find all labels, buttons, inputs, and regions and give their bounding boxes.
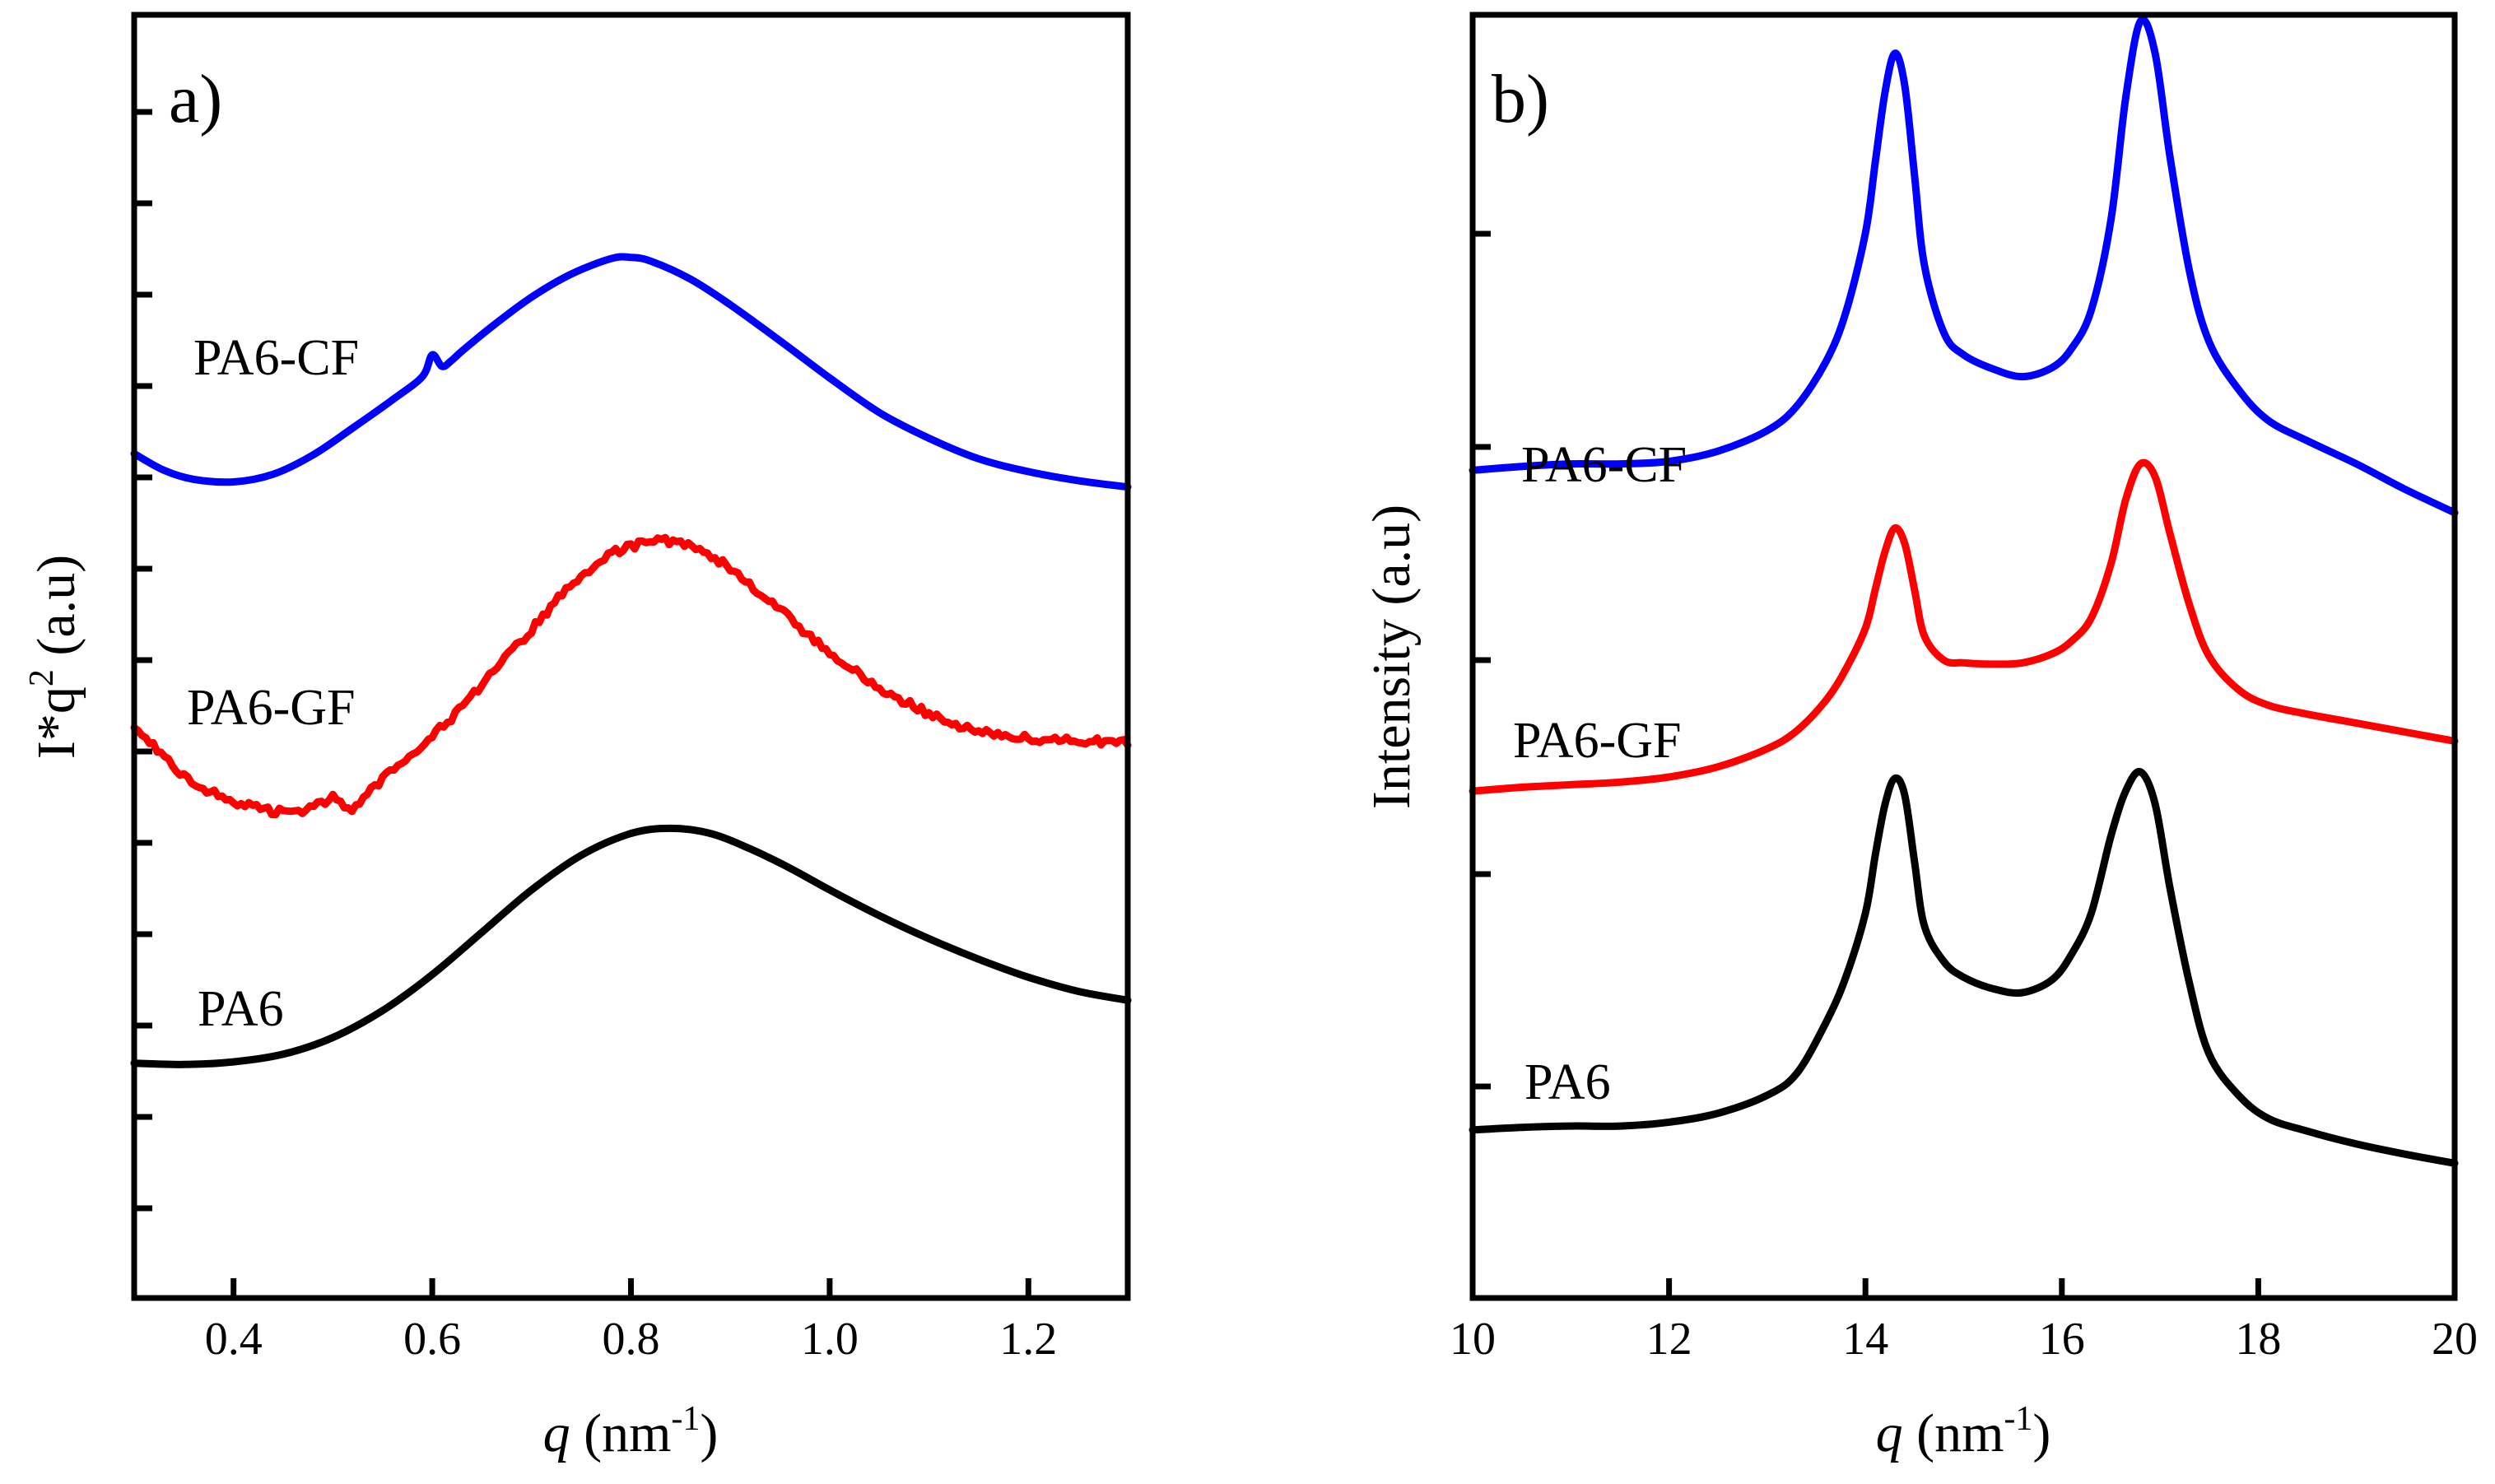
panel-b-x-ticks [1469, 1278, 2458, 1298]
panel-b-tag: b) [1492, 61, 1549, 137]
panel-a-x-axis-exp: -1 [671, 1400, 700, 1438]
panel-a-series-pa6-line [130, 824, 1132, 1068]
panel-b-x-axis-var: q [1876, 1403, 1903, 1463]
panel-b-series-pa6-line [1469, 768, 2459, 1167]
panel-b-plot-frame [1469, 12, 2458, 1301]
panel-a-label-pa6-gf: PA6-GF [187, 680, 355, 736]
panel-a-y-axis-main: I*q [26, 686, 86, 759]
panel-a-y-axis-unit: (a.u) [26, 555, 86, 669]
panel-a-x-tick-label: 1.2 [999, 1314, 1057, 1365]
panel-b-x-axis-label: q (nm-1) [1876, 1400, 2051, 1463]
panel-b-x-tick-label: 20 [2432, 1314, 2478, 1365]
panel-a-plot-frame [131, 12, 1131, 1301]
panel-a-label-pa6: PA6 [198, 981, 284, 1037]
panel-a-x-axis-close: ) [700, 1403, 718, 1463]
panel-b-x-tick-labels: 10 12 14 16 18 20 [1450, 1314, 2478, 1365]
panel-b-x-tick-label: 14 [1842, 1314, 1888, 1365]
panel-a-tag: a) [169, 61, 222, 137]
panel-b: 10 12 14 16 18 20 b) PA6-CF PA6-GF PA6 q… [1362, 12, 2478, 1463]
panel-b-x-tick-label: 10 [1450, 1314, 1496, 1365]
panel-a-x-tick-label: 0.8 [603, 1314, 660, 1365]
panel-a-y-axis-label: I*q2 (a.u) [23, 555, 86, 759]
panel-b-x-tick-label: 16 [2039, 1314, 2085, 1365]
panel-a-label-pa6-cf: PA6-CF [193, 330, 359, 386]
panel-b-x-tick-label: 18 [2235, 1314, 2281, 1365]
panel-a-series-pa6-gf-line [130, 533, 1132, 819]
panel-a-x-tick-labels: 0.4 0.6 0.8 1.0 1.2 [205, 1314, 1058, 1365]
panel-b-label-pa6-cf: PA6-CF [1521, 437, 1687, 493]
panel-a-x-axis-unit: (nm [570, 1403, 672, 1463]
panel-b-x-tick-label: 12 [1646, 1314, 1692, 1365]
panel-b-label-pa6: PA6 [1524, 1054, 1611, 1110]
panel-a-x-ticks [230, 1278, 1031, 1298]
panel-a-x-tick-label: 1.0 [801, 1314, 859, 1365]
panel-a-series-pa6-cf-line [130, 253, 1132, 491]
panel-b-y-axis-label: Intensity (a.u) [1362, 505, 1422, 809]
panel-b-series-pa6-gf-line [1469, 458, 2459, 795]
panel-a-y-ticks [134, 109, 152, 1212]
panel-b-curves [1469, 16, 2459, 1167]
panel-a-y-axis-exp: 2 [23, 669, 61, 686]
panel-b-x-axis-exp: -1 [2004, 1400, 2032, 1438]
panel-a-curves [130, 253, 1132, 1068]
panel-b-label-pa6-gf: PA6-GF [1513, 713, 1681, 769]
panel-a-x-axis-var: q [543, 1403, 570, 1463]
panel-a: 0.4 0.6 0.8 1.0 1.2 a) PA6-CF PA6-GF PA6… [23, 12, 1132, 1463]
panel-a-x-tick-label: 0.6 [403, 1314, 461, 1365]
panel-a-x-axis-label: q (nm-1) [543, 1400, 719, 1463]
panel-b-x-axis-unit: (nm [1903, 1403, 2004, 1463]
panel-a-x-tick-label: 0.4 [205, 1314, 263, 1365]
panel-b-y-ticks [1473, 230, 1491, 1090]
panel-b-series-pa6-cf-line [1469, 16, 2459, 517]
panel-b-x-axis-close: ) [2032, 1403, 2050, 1463]
